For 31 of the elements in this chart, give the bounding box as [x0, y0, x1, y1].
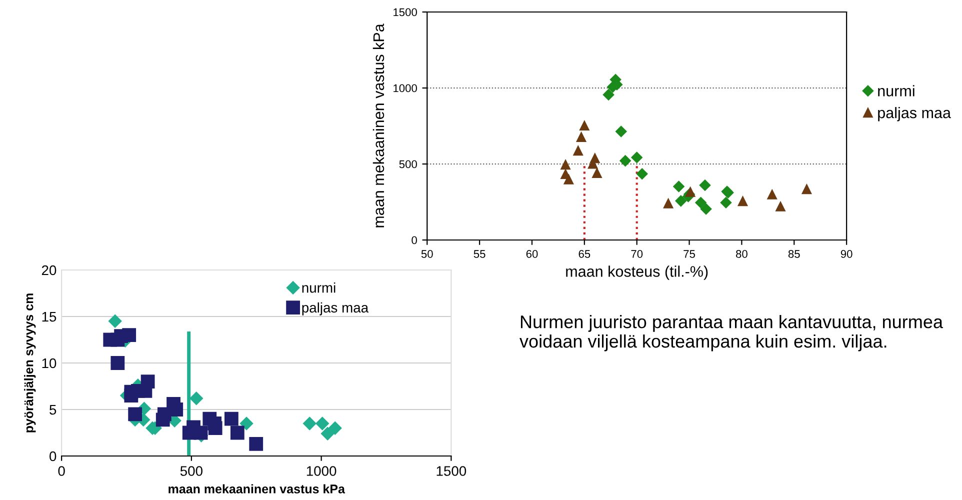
y-tick-label: 10 [42, 358, 56, 368]
x-tick-label: 500 [180, 466, 202, 476]
y-tick-label: 20 [42, 265, 56, 276]
x-tick-label: 50 [421, 250, 433, 258]
y-tick-label: 5 [50, 404, 56, 415]
legend-label: paljas maa [878, 107, 951, 122]
legend-label: nurmi [302, 282, 336, 293]
x-tick-label: 70 [631, 250, 643, 258]
text: Nurmen juuristo parantaa maan kantavuutta, nurmea voidaan viljellä kosteampana kuin esim. viljaa. [520, 315, 944, 352]
x-tick-label: 65 [578, 250, 590, 258]
x-tick-label: 90 [840, 250, 852, 258]
x-tick-label: 1500 [436, 466, 466, 476]
y-tick-label: 1000 [394, 84, 417, 92]
x-tick-label: 55 [474, 250, 486, 258]
x-tick-label: 80 [736, 250, 748, 258]
x-tick-label: 85 [788, 250, 800, 258]
x-tick-label: 0 [58, 466, 65, 476]
x-axis-title: maan mekaaninen vastus kPa [168, 484, 346, 494]
y-tick-label: 0 [412, 236, 417, 244]
legend-label: nurmi [878, 85, 914, 96]
x-tick-label: 1000 [306, 466, 336, 476]
y-tick-label: 500 [399, 160, 417, 168]
y-tick-label: 1500 [394, 8, 417, 16]
legend-label: paljas maa [302, 302, 369, 316]
x-tick-label: 60 [526, 250, 538, 258]
x-tick-label: 75 [684, 250, 695, 258]
y-tick-label: 0 [50, 451, 56, 462]
x-axis-title: maan kosteus (til.-%) [566, 266, 708, 280]
y-axis-title: pyöränjäljen syvyys cm [24, 294, 36, 432]
y-axis-title: maan mekaaninen vastus kPa [372, 24, 384, 228]
y-tick-label: 15 [42, 312, 56, 322]
